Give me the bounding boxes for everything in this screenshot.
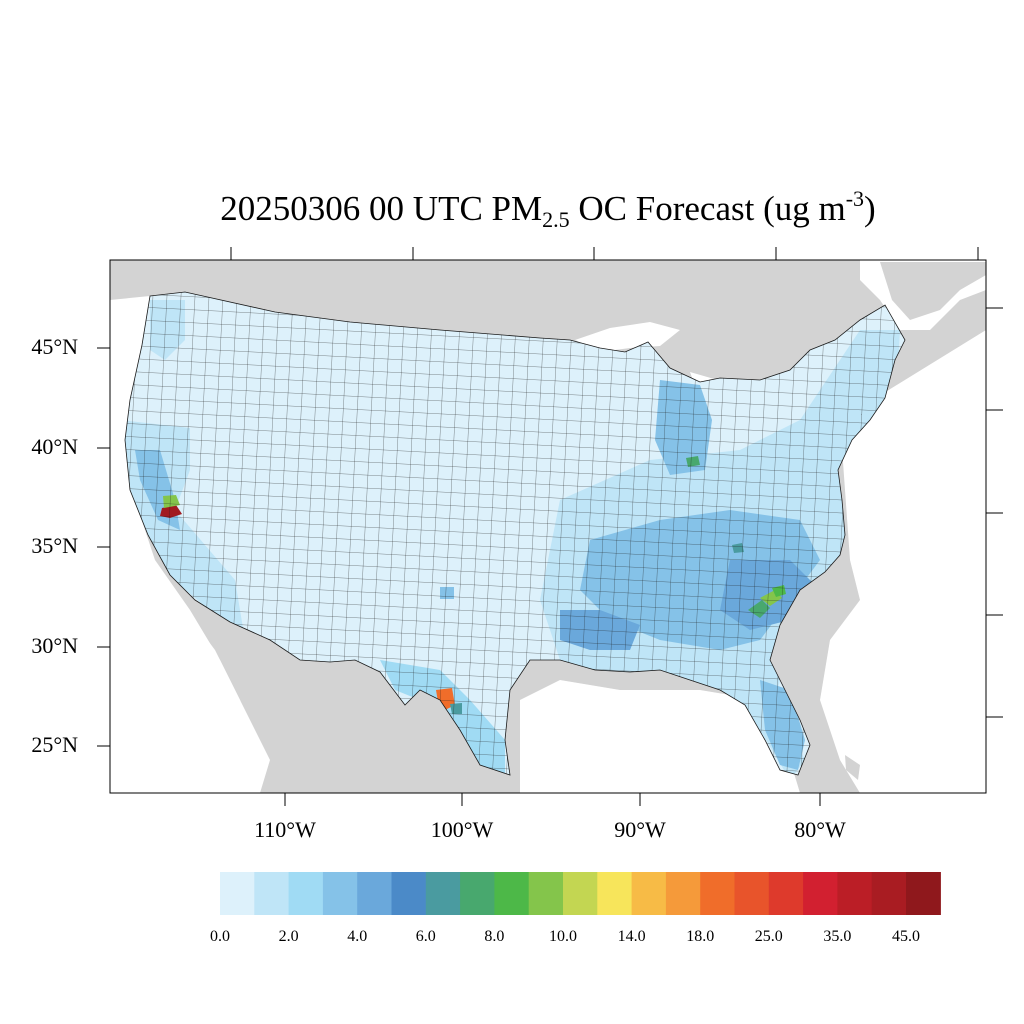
- colorbar-tick-label: 45.0: [892, 928, 920, 945]
- colorbar-box: [220, 872, 255, 915]
- colorbar-box: [425, 872, 461, 915]
- colorbar-box: [528, 872, 564, 915]
- atlantic-ocean: [820, 330, 986, 793]
- lake-superior: [575, 322, 680, 352]
- colorbar-box: [768, 872, 804, 915]
- colorbar-tick-label: 4.0: [347, 928, 368, 945]
- map-area: [110, 260, 986, 793]
- lon-label-100w: 100°W: [430, 817, 494, 842]
- lat-label-35: 35°N: [31, 533, 78, 558]
- colorbar-box: [803, 872, 838, 915]
- colorbar-box: [460, 872, 495, 915]
- colorbar: [220, 872, 941, 915]
- colorbar-box: [494, 872, 530, 915]
- colorbar-box: [322, 872, 358, 915]
- lon-label-80w: 80°W: [794, 817, 846, 842]
- colorbar-box: [288, 872, 324, 915]
- colorbar-box: [357, 872, 393, 915]
- colorbar-box: [254, 872, 290, 915]
- florida-keys: [845, 755, 860, 780]
- us-outline: [124, 291, 906, 776]
- colorbar-tick-label: 0.0: [210, 928, 230, 945]
- lat-label-45: 45°N: [31, 334, 78, 359]
- pacific-ocean: [110, 296, 270, 793]
- colorbar-box: [631, 872, 667, 915]
- colorbar-box: [871, 872, 907, 915]
- colorbar-box: [391, 872, 427, 915]
- colorbar-box: [563, 872, 598, 915]
- colorbar-box: [906, 872, 941, 915]
- colorbar-box: [665, 872, 701, 915]
- axis-ticks: [97, 247, 1003, 806]
- colorbar-tick-label: 35.0: [823, 928, 852, 945]
- colorbar-tick-label: 18.0: [686, 928, 715, 945]
- map-border: [109, 259, 987, 794]
- lat-label-30: 30°N: [31, 633, 78, 658]
- colorbar-tick-label: 25.0: [754, 928, 783, 945]
- map-title: 20250306 00 UTC PM2.5 OC Forecast (ug m-…: [220, 186, 876, 232]
- gulf-of-mexico: [520, 680, 800, 793]
- colorbar-box: [700, 872, 736, 915]
- colorbar-box: [597, 872, 633, 915]
- colorbar-box: [734, 872, 770, 915]
- colorbar-tick-label: 8.0: [484, 928, 505, 945]
- colorbar-box: [837, 872, 873, 915]
- lon-label-90w: 90°W: [614, 817, 666, 842]
- canada-islands: [880, 262, 986, 320]
- colorbar-tick-label: 14.0: [617, 928, 646, 945]
- colorbar-tick-label: 2.0: [278, 928, 299, 945]
- lat-label-40: 40°N: [31, 434, 78, 459]
- lon-label-110w: 110°W: [254, 817, 316, 842]
- colorbar-tick-label: 10.0: [549, 928, 577, 945]
- colorbar-tick-label: 6.0: [415, 928, 436, 945]
- lat-label-25: 25°N: [31, 732, 78, 757]
